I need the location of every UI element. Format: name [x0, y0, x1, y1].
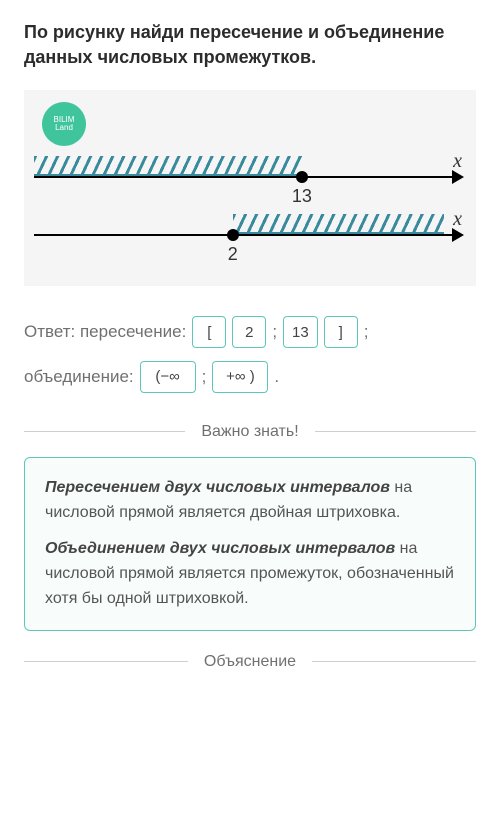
slot-open-bracket[interactable]: [: [192, 316, 226, 348]
slot-close-bracket[interactable]: ]: [324, 316, 358, 348]
badge-line2: Land: [55, 124, 73, 133]
important-p1-em: Пересечением двух числовых интервалов: [45, 479, 390, 496]
number-line-2: x 2: [34, 210, 466, 268]
explanation-separator: Объяснение: [24, 653, 476, 671]
important-separator: Важно знать!: [24, 423, 476, 441]
slot-value-1[interactable]: 2: [232, 316, 266, 348]
period: .: [274, 355, 279, 399]
divider: [24, 661, 188, 662]
divider: [24, 431, 185, 432]
divider: [312, 661, 476, 662]
important-p2: Объединением двух числовых интервалов на…: [45, 537, 455, 611]
axis-1: [34, 176, 454, 178]
brand-badge: BILIM Land: [42, 102, 86, 146]
point-2: [227, 229, 239, 241]
number-line-1: x 13: [34, 152, 466, 210]
point-label-1: 13: [292, 186, 312, 207]
point-label-2: 2: [228, 244, 238, 265]
explanation-title: Объяснение: [204, 653, 296, 671]
axis-label-1: x: [453, 150, 462, 173]
slot-union-2[interactable]: +∞ ): [212, 361, 268, 393]
important-p2-em: Объединением двух числовых интервалов: [45, 540, 395, 557]
important-title: Важно знать!: [201, 423, 298, 441]
sep: ;: [202, 355, 207, 399]
divider: [315, 431, 476, 432]
figure-area: BILIM Land x 13 x 2: [24, 90, 476, 286]
intersection-label: Ответ: пересечение:: [24, 310, 186, 354]
union-label: объединение:: [24, 355, 134, 399]
sep: ;: [272, 310, 277, 354]
important-box: Пересечением двух числовых интервалов на…: [24, 457, 476, 631]
hatch-region-1: [34, 156, 302, 176]
slot-union-1[interactable]: (−∞: [140, 361, 196, 393]
sep: ;: [364, 310, 369, 354]
slot-value-2[interactable]: 13: [283, 316, 318, 348]
question-text: По рисунку найди пересечение и объединен…: [24, 20, 476, 70]
axis-2: [34, 234, 454, 236]
point-1: [296, 171, 308, 183]
axis-label-2: x: [453, 208, 462, 231]
important-p1: Пересечением двух числовых интервалов на…: [45, 476, 455, 526]
hatch-region-2: [233, 214, 445, 234]
answer-block: Ответ: пересечение: [ 2 ; 13 ] ; объедин…: [24, 310, 476, 398]
